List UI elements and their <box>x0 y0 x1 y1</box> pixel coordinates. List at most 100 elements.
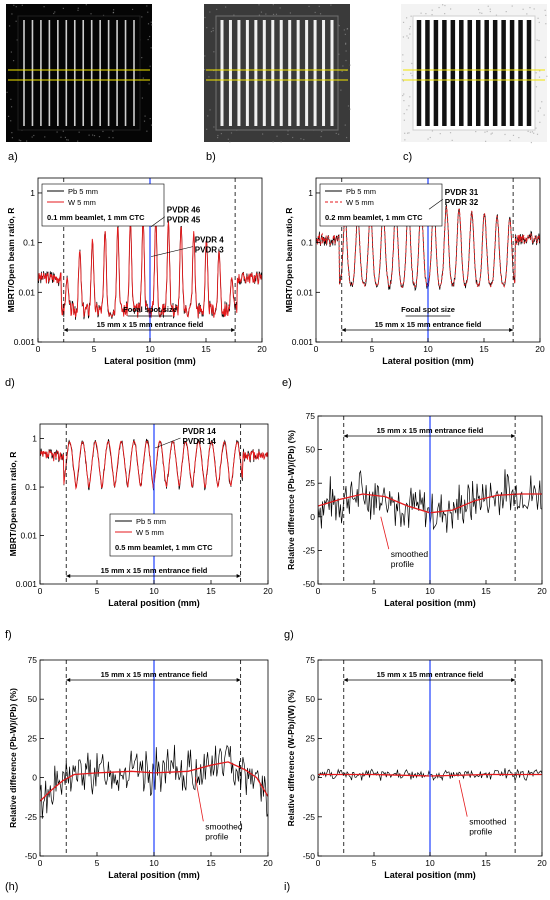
image-speckle <box>527 130 529 132</box>
image-speckle <box>538 39 540 42</box>
slit-bar <box>442 20 447 126</box>
smoothed-pointer <box>458 779 468 817</box>
image-speckle <box>275 13 278 15</box>
image-speckle <box>402 73 404 76</box>
image-speckle <box>406 109 408 111</box>
image-speckle <box>427 138 429 140</box>
image-speckle <box>486 130 488 133</box>
x-tick-label: 5 <box>95 586 100 596</box>
image-speckle <box>526 13 528 15</box>
image-speckle <box>102 14 105 17</box>
image-speckle <box>538 21 540 24</box>
slit-bar <box>296 20 300 126</box>
pvdr-pointer <box>150 246 193 257</box>
x-tick-label: 15 <box>481 586 491 596</box>
slit-bar <box>73 20 76 126</box>
slit-bar <box>40 20 42 126</box>
image-speckle <box>60 136 62 138</box>
smoothed-label: profile <box>391 559 414 569</box>
field-arrow-head-left <box>63 328 68 332</box>
image-speckle <box>411 62 413 65</box>
image-speckle <box>337 133 340 135</box>
slit-bar <box>271 20 275 126</box>
image-speckle <box>77 7 79 9</box>
image-panel-c <box>401 4 548 144</box>
image-speckle <box>410 15 412 17</box>
y-tick-label: 0.1 <box>23 238 35 248</box>
image-speckle <box>338 25 340 27</box>
slit-bar <box>116 20 118 126</box>
image-speckle <box>490 133 492 135</box>
image-speckle <box>66 139 68 141</box>
image-speckle <box>505 11 507 13</box>
image-speckle <box>541 101 543 103</box>
pvdr-pointer <box>154 437 181 449</box>
image-speckle <box>408 132 410 134</box>
field-arrow-head-right <box>236 574 241 578</box>
x-tick-label: 15 <box>481 858 491 868</box>
image-speckle <box>314 11 316 14</box>
field-frame <box>215 15 339 131</box>
image-speckle <box>402 21 405 23</box>
image-speckle <box>485 140 487 142</box>
image-speckle <box>410 72 412 74</box>
image-speckle <box>216 136 219 139</box>
x-tick-label: 20 <box>535 344 545 354</box>
image-speckle <box>150 21 152 23</box>
image-speckle <box>204 55 206 57</box>
x-axis-label: Lateral position (mm) <box>384 598 476 608</box>
image-speckle <box>208 76 210 78</box>
image-speckle <box>345 50 347 52</box>
x-tick-label: 5 <box>370 344 375 354</box>
slit-bar <box>425 20 430 126</box>
slit-bar <box>509 20 515 126</box>
legend-note: 0.2 mm beamlet, 1 mm CTC <box>325 213 423 222</box>
x-tick-label: 15 <box>479 344 489 354</box>
y-tick-label: 0.001 <box>16 579 38 589</box>
x-axis-label: Lateral position (mm) <box>108 598 200 608</box>
image-speckle <box>207 115 209 117</box>
y-axis-label: MBRT/Open beam ratio, R <box>6 208 16 313</box>
smoothed-pointer <box>194 776 204 822</box>
x-tick-label: 20 <box>257 344 267 354</box>
image-speckle <box>318 5 320 7</box>
image-speckle <box>529 6 531 9</box>
y-tick-label: -25 <box>25 812 38 822</box>
focal-label: Focal spot size <box>123 305 177 314</box>
image-speckle <box>344 124 346 126</box>
image-speckle <box>431 130 434 132</box>
slit-bar <box>330 20 334 126</box>
y-tick-label: 50 <box>306 694 316 704</box>
image-speckle <box>403 93 405 95</box>
legend-note: 0.1 mm beamlet, 1 mm CTC <box>47 213 145 222</box>
image-speckle <box>491 132 493 134</box>
y-tick-label: 0.01 <box>20 531 37 541</box>
x-tick-label: 20 <box>263 858 273 868</box>
x-tick-label: 10 <box>145 344 155 354</box>
image-speckle <box>150 124 153 126</box>
image-speckle <box>342 65 344 67</box>
image-speckle <box>409 33 411 35</box>
image-speckle <box>212 30 214 32</box>
field-label: 15 mm x 15 mm entrance field <box>97 320 204 329</box>
image-speckle <box>533 132 535 134</box>
image-speckle <box>495 14 498 16</box>
panel-label: g) <box>284 629 294 641</box>
image-speckle <box>265 13 267 15</box>
image-speckle <box>112 11 115 14</box>
image-speckle <box>54 11 56 13</box>
image-speckle <box>149 35 151 38</box>
image-speckle <box>11 132 13 134</box>
image-speckle <box>429 136 431 139</box>
pvdr-label: PVDR 45 <box>167 216 201 225</box>
image-speckle <box>144 115 146 117</box>
chart-4: 0 5 10 15 20 -50 -25 0 25 50 75 Lateral position (m… <box>5 655 273 893</box>
image-speckle <box>338 53 340 55</box>
field-frame <box>412 15 536 131</box>
field-arrow-head-right <box>236 678 241 682</box>
y-tick-label: 0 <box>310 512 315 522</box>
y-tick-label: 75 <box>306 655 316 665</box>
image-speckle <box>272 141 274 143</box>
slit-bar <box>254 20 258 126</box>
